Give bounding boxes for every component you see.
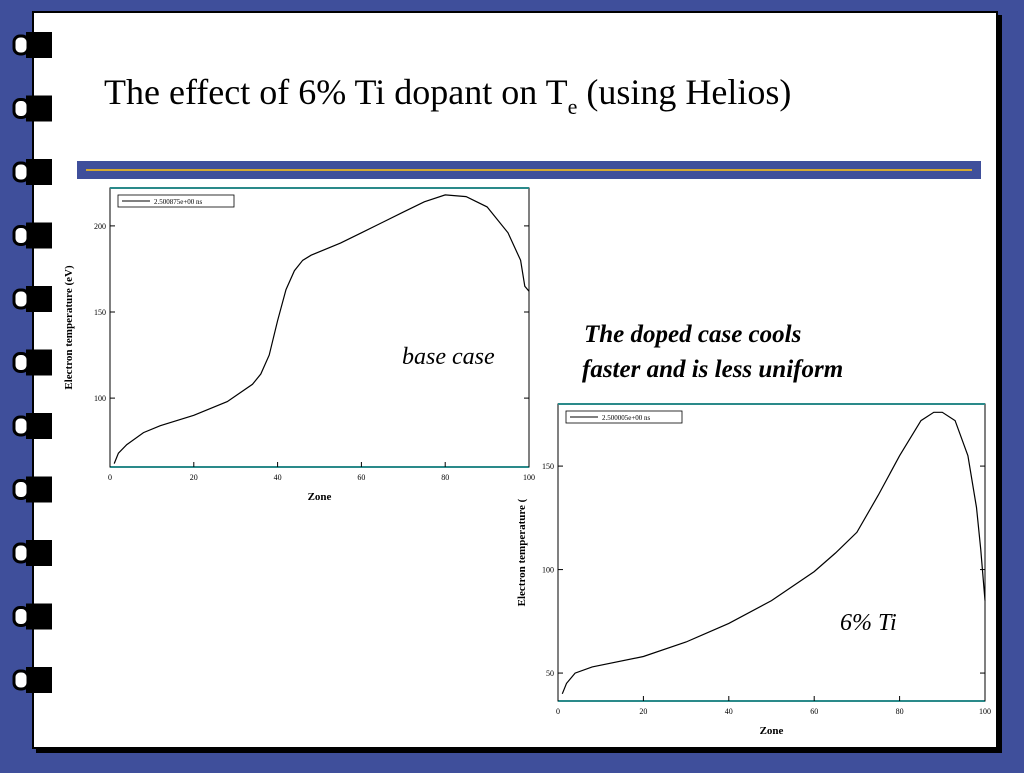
ring [12,415,30,437]
note: faster and is less uniform [582,356,843,383]
y-tick-label: 100 [542,566,554,575]
plot-frame [109,187,530,468]
legend-box [565,410,683,424]
ring [12,606,30,627]
data-line [561,411,986,695]
title-text: (using Helios) [577,72,791,112]
x-tick-label: 80 [441,473,449,482]
x-tick-label: 40 [725,707,733,716]
y-tick-label: 50 [546,669,554,678]
chart: 0 20 40 60 80 100 50 100 150 Zone Electron tempera… [516,403,991,737]
binder-rings [12,32,52,693]
ring [12,161,30,183]
ring [12,669,30,691]
ring-hole [26,667,52,693]
y-tick-label: 200 [94,222,106,231]
x-axis-label: Zone [308,491,332,503]
ring-hole [26,95,52,122]
x-tick-label: 60 [357,473,365,482]
ring-hole [26,476,52,503]
ring [12,34,30,56]
slide-title: The effect of 6% Ti dopant on Te (using … [104,72,791,119]
ring [12,98,30,119]
y-tick-label: 150 [94,308,106,317]
ring-hole [26,159,52,185]
x-tick-label: 40 [274,473,282,482]
ring-hole [26,222,52,249]
ring [12,225,30,246]
plot-frame [557,403,986,702]
title-subscript: e [568,94,578,119]
ring-hole [26,413,52,439]
x-tick-label: 80 [896,707,904,716]
ring [12,288,30,310]
ring-hole [26,540,52,566]
annotation: base case [402,344,495,370]
ring [12,479,30,500]
ring-hole [26,603,52,630]
x-tick-label: 0 [556,707,560,716]
y-axis-label: Electron temperature (eV) [63,265,75,390]
x-tick-label: 0 [108,473,112,482]
y-tick-label: 100 [94,394,106,403]
title-text: The effect of 6% Ti dopant on T [104,72,568,112]
annotation: 6% Ti [840,610,897,636]
x-tick-label: 60 [810,707,818,716]
x-tick-label: 100 [979,707,991,716]
chart: 0 20 40 60 80 100 100 150 200 Zone Electron temper… [63,187,535,503]
note: The doped case cools [584,321,801,348]
ring [12,542,30,564]
legend-box [117,194,235,208]
data-line [113,194,530,464]
ring-hole [26,349,52,376]
x-tick-label: 20 [190,473,198,482]
y-axis-label: Electron temperature ( [516,498,528,606]
legend-label: 2.500875e+00 ns [154,198,203,206]
x-tick-label: 20 [639,707,647,716]
legend-label: 2.500005e+00 ns [602,414,651,422]
ring-hole [26,286,52,312]
ring [12,352,30,373]
y-tick-label: 150 [542,462,554,471]
ring-hole [26,32,52,58]
x-axis-label: Zone [760,725,784,737]
x-tick-label: 100 [523,473,535,482]
